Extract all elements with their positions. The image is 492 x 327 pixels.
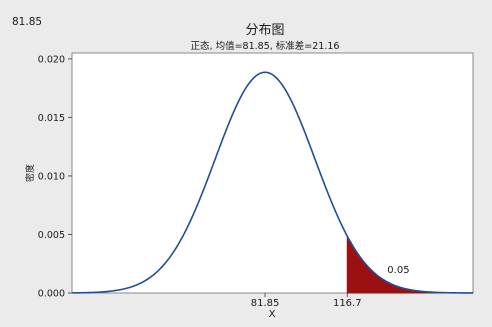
tail-probability-label: 0.05: [387, 265, 409, 276]
y-tick-label: 0.005: [38, 230, 65, 241]
chart-subtitle: 正态, 均值=81.85, 标准差=21.16: [191, 40, 340, 52]
x-axis-label: X: [269, 309, 276, 320]
y-tick-label: 0.000: [38, 289, 65, 300]
x-axis-ticks: 81.85 116.7: [251, 293, 362, 309]
chart-title: 分布图: [245, 23, 284, 38]
y-tick-label: 0.020: [38, 54, 65, 65]
x-tick-label: 116.7: [333, 298, 362, 309]
y-tick-label: 0.015: [38, 113, 65, 124]
x-tick-label: 81.85: [251, 298, 280, 309]
density-curve: [71, 71, 473, 294]
plot-area: [71, 52, 474, 294]
y-axis-ticks: 0.000 0.005 0.010 0.015 0.020: [38, 54, 72, 300]
y-tick-label: 0.010: [38, 171, 65, 182]
corner-label: 81.85: [12, 16, 42, 28]
y-axis-label: 密度: [24, 164, 36, 182]
